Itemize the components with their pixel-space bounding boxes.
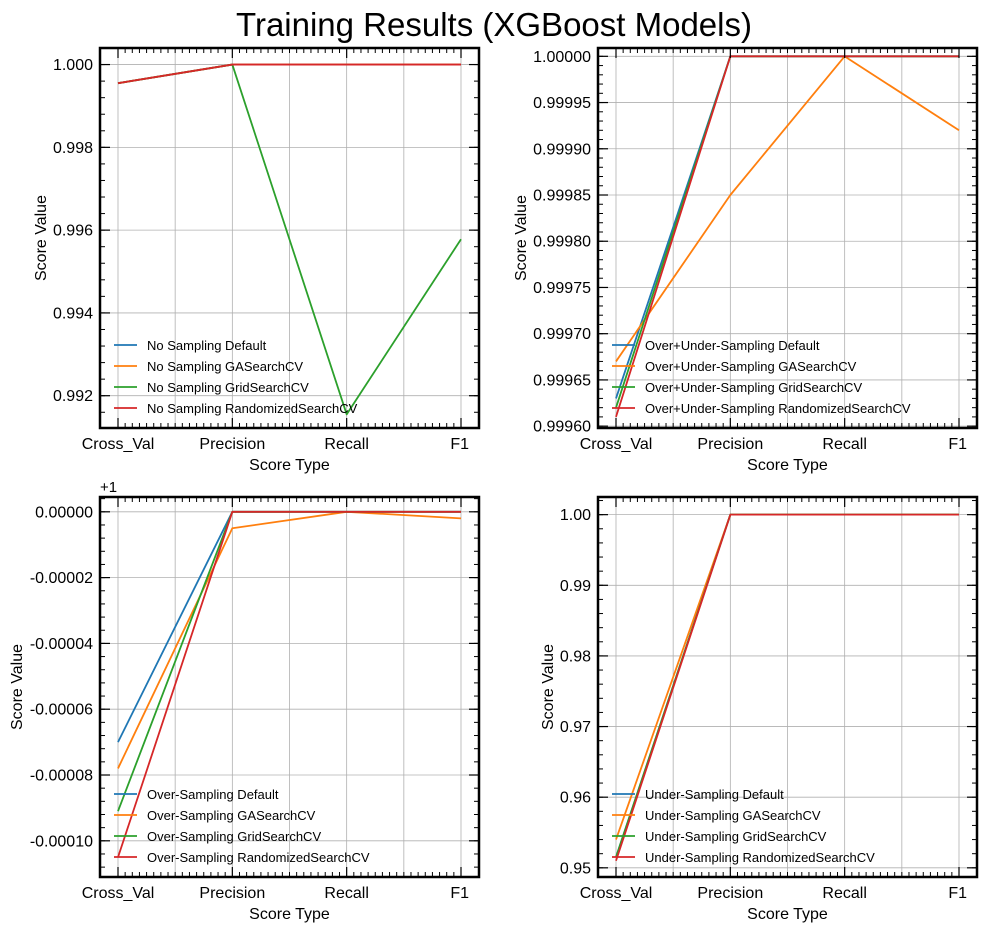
x-tick-label: Recall (822, 436, 866, 453)
y-tick-label: 0.994 (53, 305, 93, 322)
legend-label: Under-Sampling GASearchCV (645, 808, 821, 823)
legend-label: No Sampling GASearchCV (147, 359, 303, 374)
axes-frame (98, 495, 481, 879)
x-tick-label: Recall (324, 436, 368, 453)
gridlines (100, 48, 479, 428)
x-axis: Cross_Val Precision Recall F1 (82, 48, 469, 453)
subplot-no-sampling: 0.992 0.994 0.996 0.998 1.000 Cross_Val Precis… (33, 46, 481, 474)
x-axis: Cross_Val Precision Recall F1 (580, 48, 967, 453)
legend: Over+Under-Sampling Default Over+Under-Sa… (612, 338, 911, 416)
x-tick-label: Cross_Val (82, 885, 155, 902)
x-tick-label: Cross_Val (580, 436, 653, 453)
y-tick-label: 0.98 (560, 648, 591, 665)
gridlines (100, 497, 479, 877)
y-tick-label: 1.00000 (533, 49, 591, 66)
legend-label: Over-Sampling RandomizedSearchCV (147, 850, 370, 865)
legend-label: No Sampling RandomizedSearchCV (147, 401, 358, 416)
x-tick-label: Cross_Val (82, 436, 155, 453)
y-tick-label: 0.99 (560, 578, 591, 595)
y-tick-label: -0.00002 (30, 570, 93, 587)
y-tick-label: 1.000 (53, 57, 93, 74)
series-line-4 (117, 510, 461, 858)
y-tick-label: 0.99980 (533, 234, 591, 251)
y-tick-label: 0.96 (560, 790, 591, 807)
legend: Over-Sampling Default Over-Sampling GASea… (114, 787, 370, 865)
x-axis-label: Score Type (249, 457, 330, 474)
y-tick-label: 0.99975 (533, 280, 591, 297)
x-tick-label: Precision (199, 885, 265, 902)
series-line-2 (117, 510, 462, 769)
x-axis-label: Score Type (747, 457, 828, 474)
axes-frame (98, 46, 481, 430)
y-tick-label: 0.996 (53, 223, 93, 240)
axes-frame (596, 495, 979, 879)
legend-label: Over+Under-Sampling RandomizedSearchCV (645, 401, 911, 416)
axes-frame (596, 46, 979, 430)
y-axis-label: Score Value (33, 195, 50, 281)
y-tick-label: 0.992 (53, 388, 93, 405)
subplot-over-sampling: -0.00010 -0.00008 -0.00006 -0.00004 -0.00002… (9, 479, 481, 923)
y-offset-text: +1 (100, 479, 117, 496)
y-axis-label: Score Value (513, 195, 530, 281)
legend-label: No Sampling Default (147, 338, 267, 353)
subplot-over-under-sampling: 0.99960 0.99965 0.99970 0.99975 0.99980 0.999… (513, 46, 979, 474)
legend-label: Over+Under-Sampling GASearchCV (645, 359, 857, 374)
series-line-4 (615, 513, 959, 862)
x-tick-label: F1 (450, 436, 469, 453)
x-tick-label: Cross_Val (580, 885, 653, 902)
subplot-under-sampling: 0.95 0.96 0.97 0.98 0.99 1.00 Cross_Val Precisi… (540, 495, 979, 923)
legend-label: No Sampling GridSearchCV (147, 380, 309, 395)
y-tick-label: 0.99985 (533, 188, 591, 205)
legend-label: Over-Sampling GridSearchCV (147, 829, 321, 844)
y-tick-label: 0.00000 (35, 504, 93, 521)
y-tick-label: 0.97 (560, 719, 591, 736)
legend-label: Over+Under-Sampling GridSearchCV (645, 380, 862, 395)
x-tick-label: Recall (324, 885, 368, 902)
legend-label: Over+Under-Sampling Default (645, 338, 820, 353)
series-line-4 (117, 63, 461, 85)
y-axis: -0.00010 -0.00008 -0.00006 -0.00004 -0.00002… (30, 498, 479, 868)
x-tick-label: F1 (450, 885, 469, 902)
y-tick-label: 1.00 (560, 507, 591, 524)
legend: No Sampling Default No Sampling GASearchC… (114, 338, 358, 416)
x-tick-label: Precision (199, 436, 265, 453)
legend-label: Under-Sampling GridSearchCV (645, 829, 827, 844)
y-axis: 0.99960 0.99965 0.99970 0.99975 0.99980 0.999… (533, 49, 977, 436)
x-tick-label: F1 (948, 885, 967, 902)
y-tick-label: -0.00006 (30, 702, 93, 719)
y-axis: 0.95 0.96 0.97 0.98 0.99 1.00 (560, 500, 977, 877)
gridlines (598, 497, 977, 877)
y-tick-label: 0.99995 (533, 95, 591, 112)
figure-title: Training Results (XGBoost Models) (236, 6, 752, 43)
y-tick-label: 0.99970 (533, 326, 591, 343)
y-tick-label: -0.00004 (30, 636, 93, 653)
x-tick-label: Recall (822, 885, 866, 902)
y-tick-label: 0.99990 (533, 141, 591, 158)
legend-label: Under-Sampling Default (645, 787, 784, 802)
y-axis: 0.992 0.994 0.996 0.998 1.000 (53, 47, 479, 413)
x-tick-label: F1 (948, 436, 967, 453)
x-tick-label: Precision (697, 436, 763, 453)
gridlines (598, 48, 977, 428)
series-line-2 (615, 55, 960, 362)
y-tick-label: 0.95 (560, 860, 591, 877)
x-tick-label: Precision (697, 885, 763, 902)
legend-label: Under-Sampling RandomizedSearchCV (645, 850, 875, 865)
legend-label: Over-Sampling Default (147, 787, 279, 802)
x-axis: Cross_Val Precision Recall F1 (580, 497, 967, 902)
legend-label: Over-Sampling GASearchCV (147, 808, 316, 823)
y-axis-label: Score Value (9, 644, 26, 730)
y-tick-label: 0.99960 (533, 419, 591, 436)
y-tick-label: -0.00008 (30, 768, 93, 785)
y-tick-label: -0.00010 (30, 833, 93, 850)
series-line-4 (615, 55, 959, 418)
legend: Under-Sampling Default Under-Sampling GAS… (612, 787, 875, 865)
x-axis-label: Score Type (249, 906, 330, 923)
x-axis-label: Score Type (747, 906, 828, 923)
y-axis-label: Score Value (540, 644, 557, 730)
y-tick-label: 0.998 (53, 140, 93, 157)
y-tick-label: 0.99965 (533, 372, 591, 389)
